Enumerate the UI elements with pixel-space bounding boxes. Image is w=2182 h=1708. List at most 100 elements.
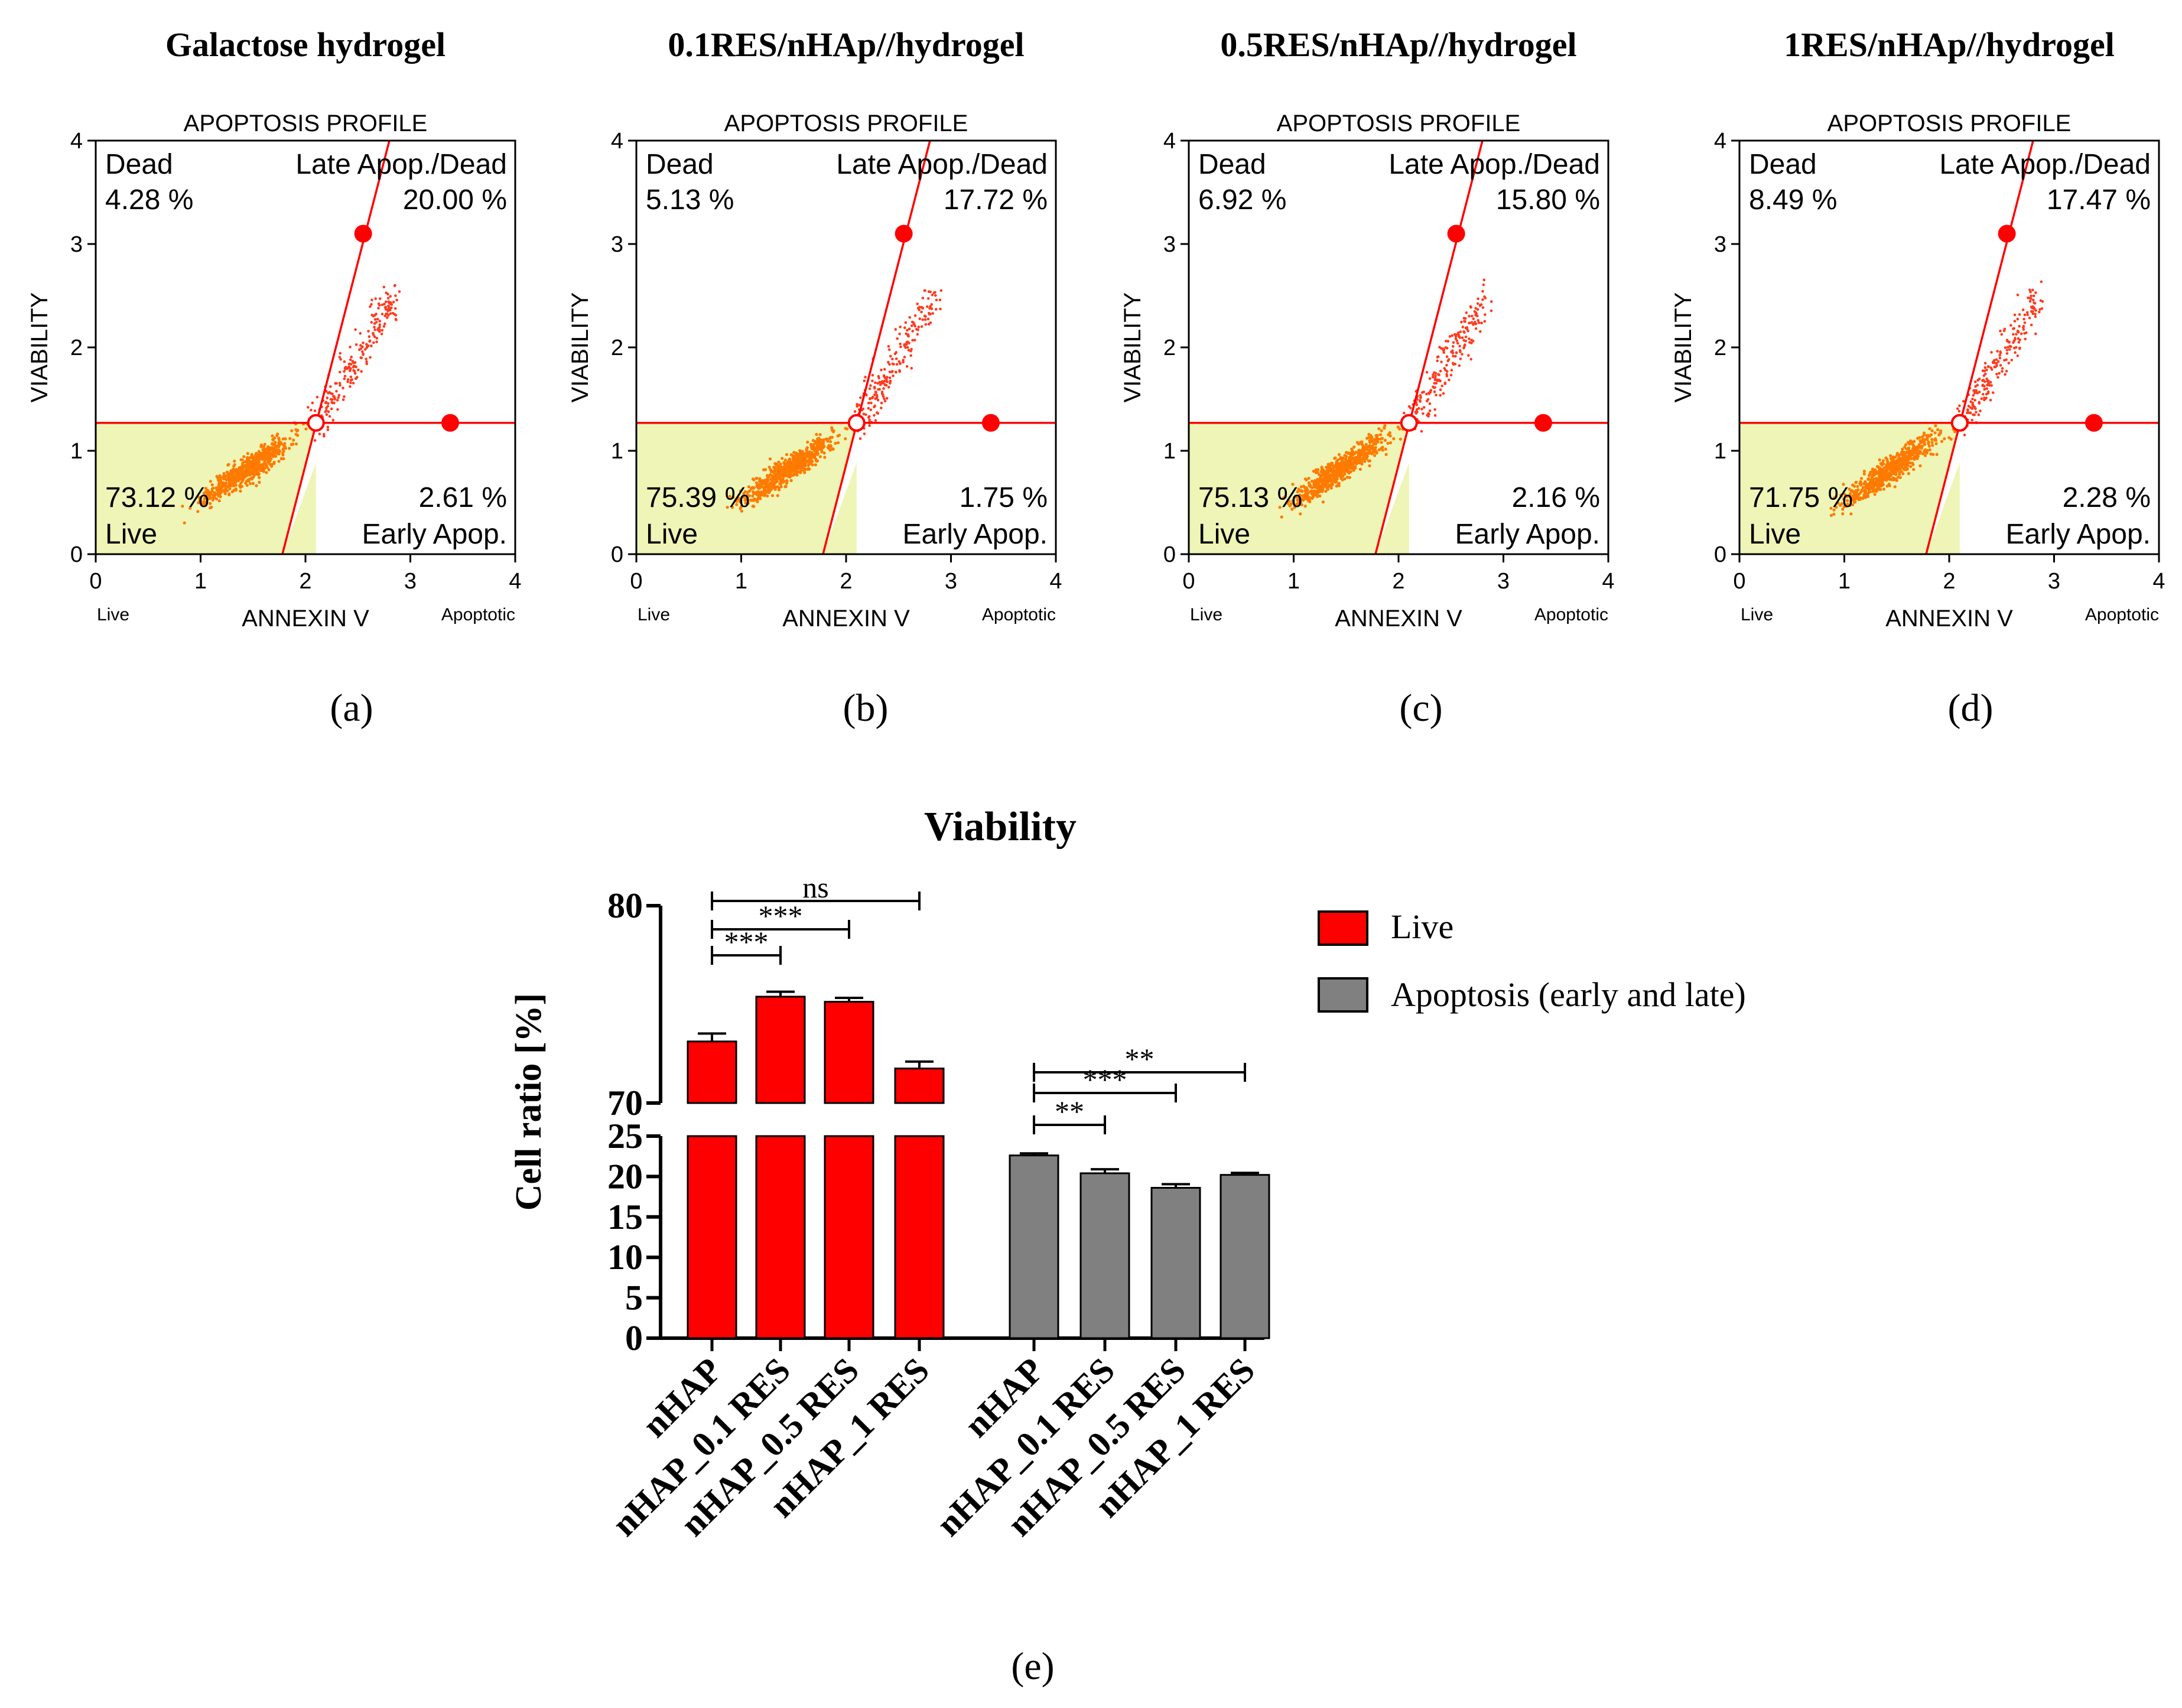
event-dot [1318, 479, 1322, 482]
event-dot [359, 356, 362, 359]
event-dot [1856, 488, 1860, 492]
event-dot [347, 362, 351, 366]
event-dot [304, 427, 308, 431]
event-dot [889, 354, 892, 358]
event-dot [1872, 471, 1875, 475]
event-dot [770, 494, 775, 497]
x-tick-label: 2 [299, 569, 311, 594]
event-dot [1388, 441, 1393, 444]
event-dot [255, 461, 259, 466]
y-tick-label: 80 [607, 886, 643, 925]
event-dot [809, 445, 814, 449]
event-dot [336, 399, 339, 402]
event-dot [392, 301, 395, 304]
event-dot [1872, 487, 1875, 491]
event-dot [1459, 330, 1462, 333]
event-dot [183, 521, 186, 525]
event-dot [1979, 409, 1982, 412]
event-dot [255, 470, 258, 473]
event-dot [2031, 288, 2034, 292]
event-dot [240, 467, 245, 470]
event-dot [817, 443, 820, 446]
event-dot [1325, 476, 1329, 479]
event-dot [853, 410, 857, 413]
event-dot [805, 448, 808, 451]
bar-live-upper [894, 1068, 945, 1104]
event-dot [1298, 493, 1302, 497]
event-dot [758, 485, 762, 489]
event-dot [887, 348, 891, 352]
event-dot [874, 397, 877, 401]
bar-live-upper [824, 1001, 874, 1104]
event-dot [1362, 447, 1366, 451]
event-dot [1884, 456, 1888, 460]
event-dot [2028, 297, 2032, 300]
x-tick-label: 2 [1392, 569, 1404, 594]
event-dot [1451, 345, 1455, 348]
event-dot [930, 303, 934, 306]
late-apop-label: Late Apop./Dead [1939, 149, 2151, 180]
event-dot [2034, 313, 2037, 315]
event-dot [1891, 478, 1895, 482]
event-dot [1962, 399, 1965, 403]
event-dot [1291, 499, 1295, 503]
event-dot [2018, 313, 2021, 316]
event-dot [2025, 311, 2029, 314]
event-dot [777, 470, 781, 474]
event-dot [1419, 400, 1422, 403]
event-dot [1949, 437, 1953, 441]
event-dot [832, 429, 835, 432]
event-dot [223, 492, 227, 496]
event-dot [889, 379, 892, 383]
event-dot [1446, 340, 1450, 343]
event-dot [1299, 512, 1302, 516]
event-dot [931, 293, 934, 297]
live-value: 75.39 % [646, 482, 750, 513]
gate-handle-top [1998, 225, 2016, 243]
event-dot [1407, 405, 1411, 408]
x-tick-label: 0 [89, 569, 102, 594]
event-dot [2014, 337, 2017, 340]
event-dot [1419, 393, 1422, 397]
event-dot [343, 370, 346, 373]
event-dot [1380, 447, 1383, 450]
event-dot [350, 378, 354, 381]
event-dot [1907, 452, 1911, 456]
scatter-dots [726, 289, 943, 513]
gate-handle-right [1534, 414, 1552, 432]
event-dot [1912, 468, 1916, 471]
event-dot [2023, 321, 2027, 324]
event-dot [331, 418, 335, 422]
event-dot [938, 298, 942, 302]
event-dot [1476, 308, 1479, 311]
event-dot [820, 448, 824, 452]
event-dot [255, 484, 258, 487]
event-dot [230, 482, 233, 486]
event-dot [886, 376, 889, 379]
event-dot [1464, 335, 1468, 339]
event-dot [844, 427, 847, 430]
event-dot [1331, 482, 1334, 486]
event-dot [1966, 411, 1969, 415]
event-dot [2013, 320, 2017, 323]
event-dot [1322, 477, 1325, 481]
dead-label: Dead [1749, 149, 1817, 180]
event-dot [337, 393, 341, 397]
event-dot [1469, 305, 1472, 308]
event-dot [1929, 452, 1933, 456]
y-tick-label: 4 [1714, 129, 1726, 154]
event-dot [2012, 327, 2015, 330]
event-dot [1889, 470, 1892, 474]
x-tick-label: 4 [509, 569, 521, 594]
event-dot [797, 463, 801, 467]
event-dot [905, 332, 908, 336]
event-dot [1333, 457, 1336, 460]
event-dot [373, 335, 376, 339]
event-dot [1878, 467, 1882, 471]
event-dot [394, 294, 397, 297]
event-dot [1334, 480, 1337, 484]
event-dot [1923, 442, 1926, 445]
event-dot [373, 318, 377, 321]
event-dot [1383, 427, 1386, 430]
event-dot [1310, 479, 1314, 483]
